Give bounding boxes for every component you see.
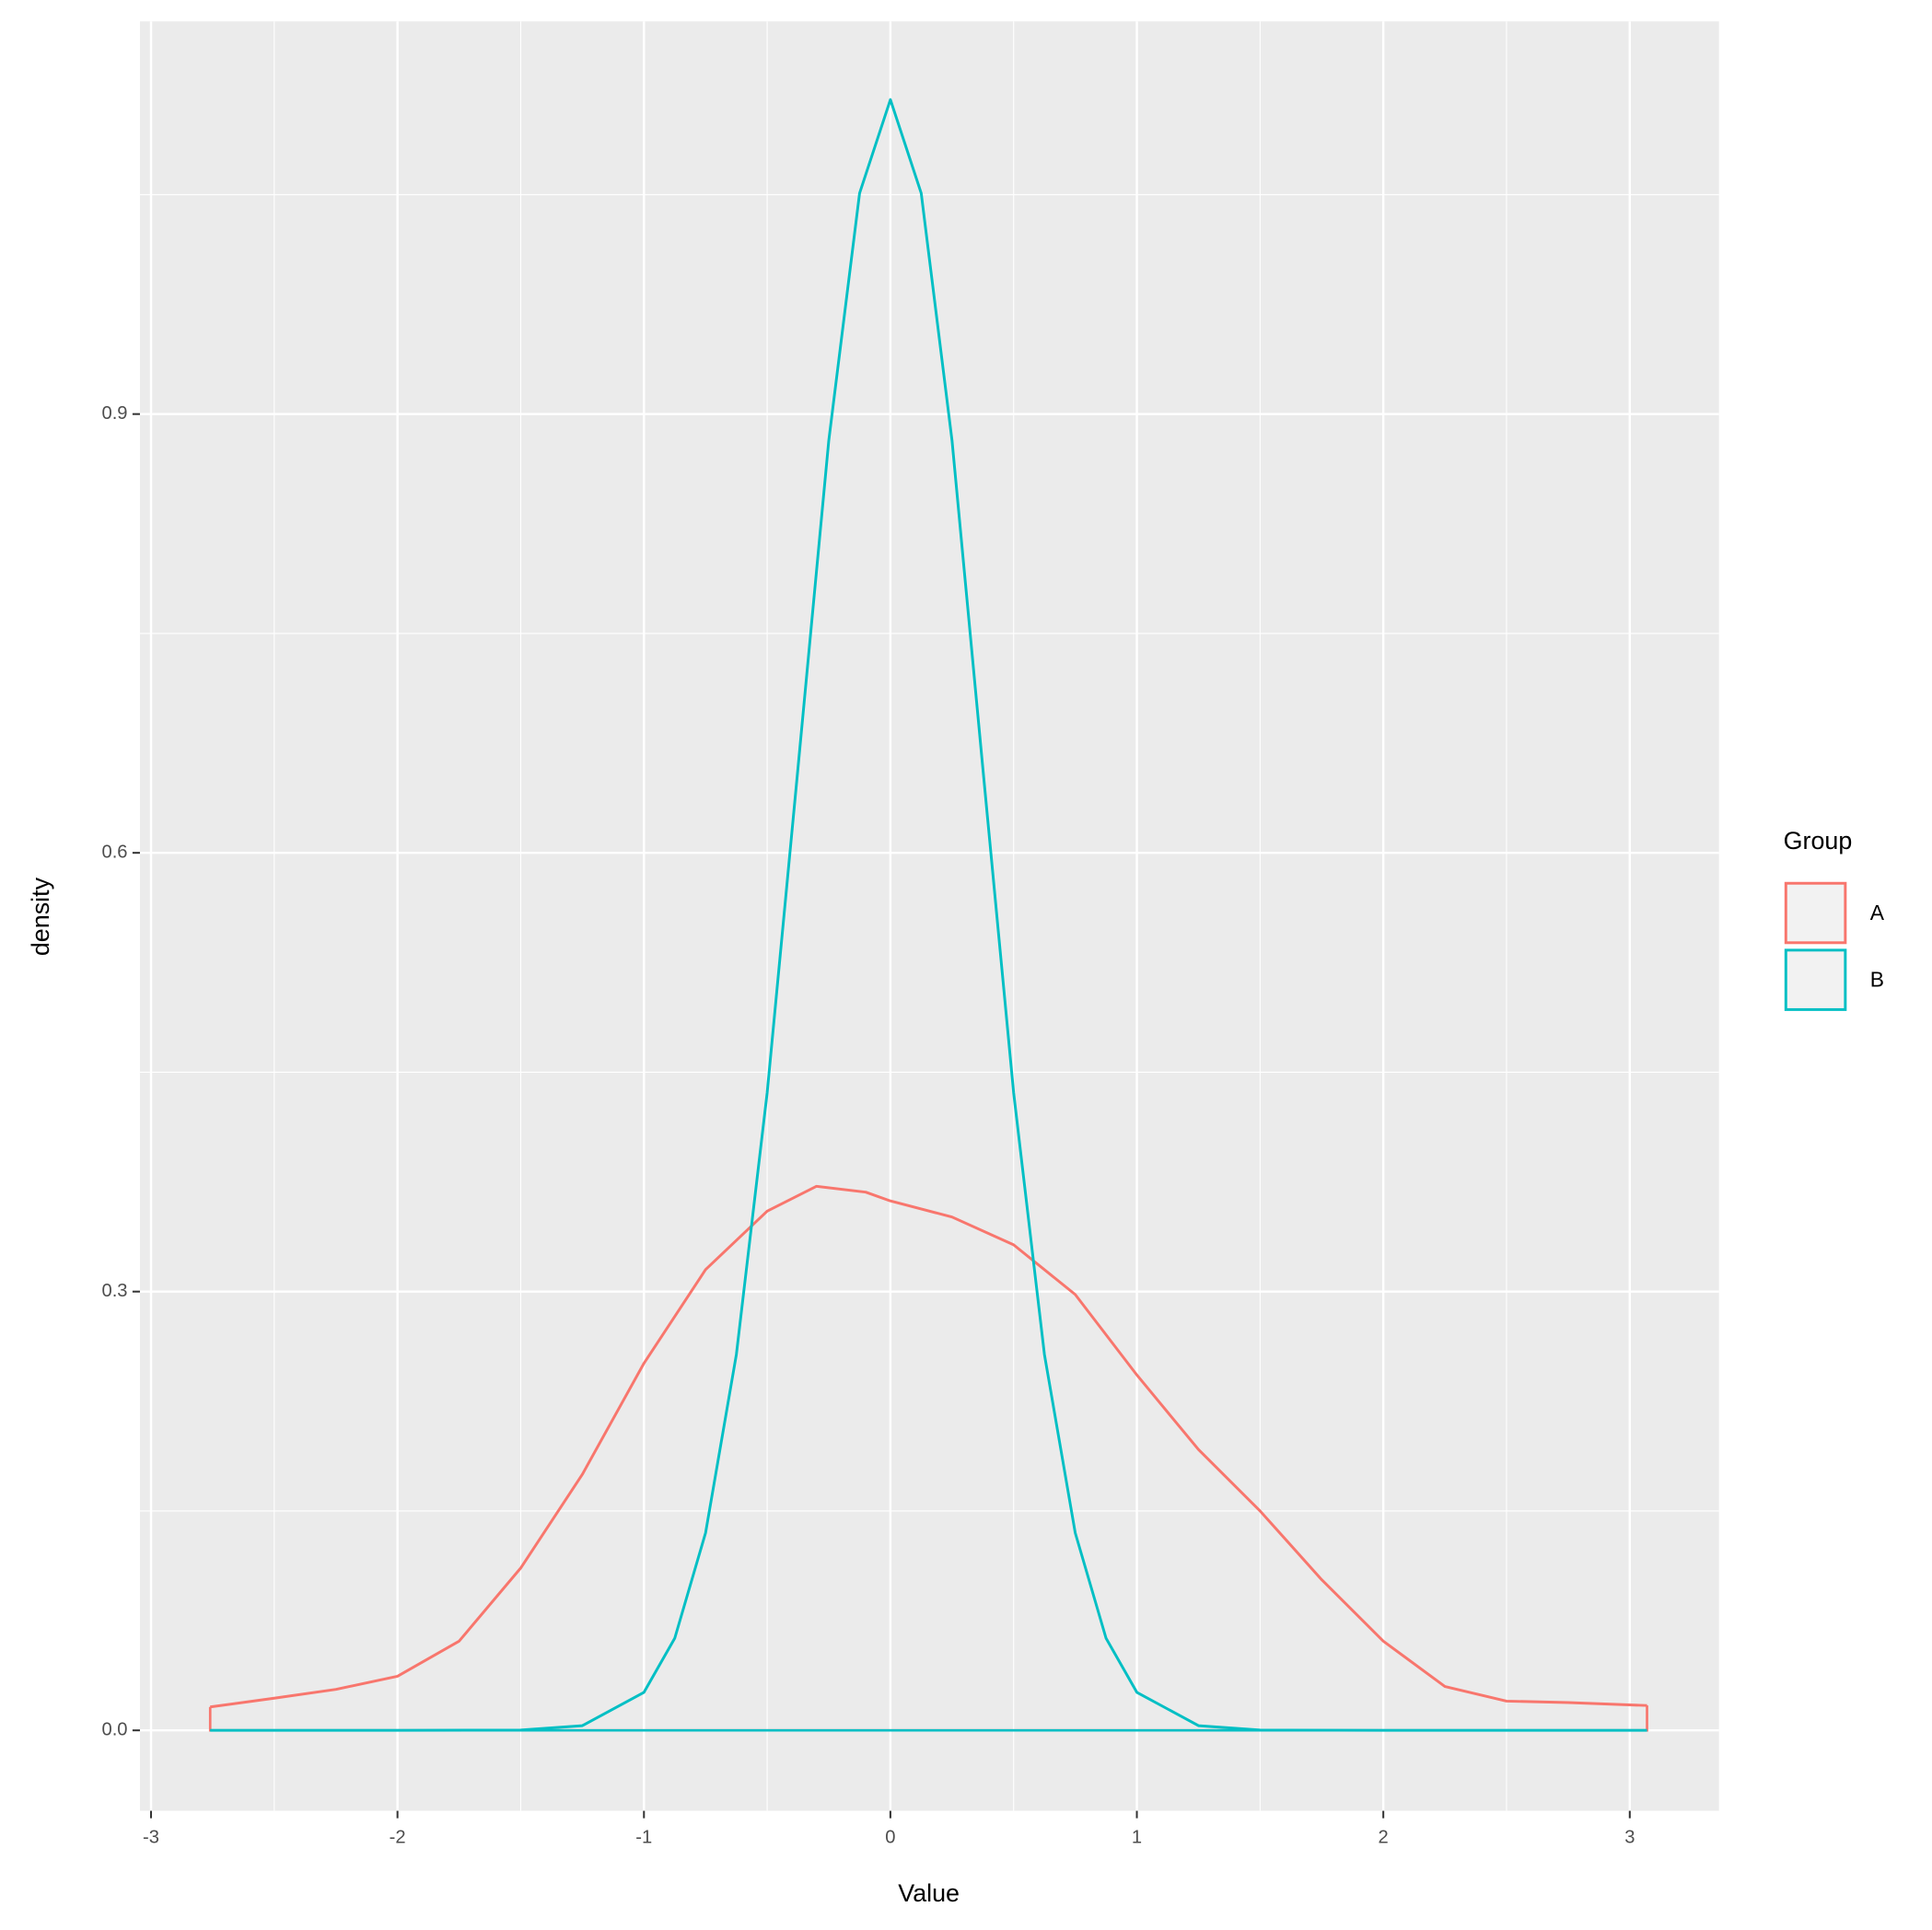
- x-tick-label: -2: [390, 1827, 406, 1847]
- x-tick-label: 2: [1379, 1827, 1389, 1847]
- x-tick-label: -1: [635, 1827, 652, 1847]
- x-tick-label: -3: [143, 1827, 159, 1847]
- y-tick-label: 0.9: [101, 403, 127, 424]
- legend-key: [1784, 881, 1847, 945]
- legend-key: [1784, 948, 1847, 1011]
- legend-label: A: [1870, 901, 1885, 924]
- y-tick-label: 0.6: [101, 843, 127, 863]
- panel: [139, 21, 1719, 1811]
- legend-title: Group: [1784, 827, 1853, 855]
- density-curve: [210, 98, 1647, 1732]
- density-curve: [210, 1184, 1647, 1709]
- legend-label: B: [1870, 968, 1884, 992]
- y-tick-label: 0.3: [101, 1281, 127, 1301]
- y-tick-label: 0.0: [101, 1720, 127, 1740]
- marks: [208, 98, 1648, 1732]
- x-tick-label: 3: [1624, 1827, 1635, 1847]
- y-axis-title: density: [27, 877, 54, 956]
- x-tick-label: 0: [885, 1827, 895, 1847]
- x-axis-title: Value: [898, 1879, 960, 1907]
- x-tick-label: 1: [1132, 1827, 1142, 1847]
